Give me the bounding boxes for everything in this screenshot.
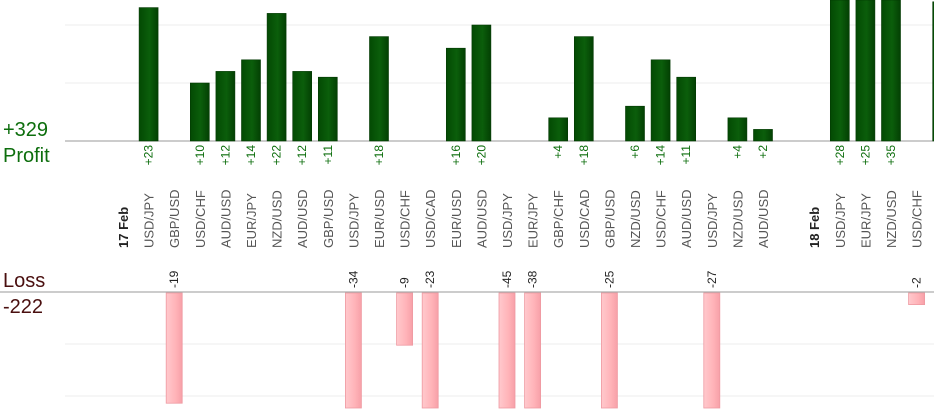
loss-label: Loss (3, 270, 46, 292)
category-label: USD/CHF (910, 190, 925, 248)
loss-value-label: -9 (398, 277, 412, 288)
profit-value-label: +23 (142, 145, 156, 166)
profit-value-label: +12 (218, 145, 232, 166)
profit-value-label: +10 (193, 145, 207, 166)
profit-value-label: +16 (449, 145, 463, 166)
category-label: AUD/USD (218, 189, 233, 248)
loss-value-label: -38 (526, 270, 540, 288)
profit-bar (855, 0, 876, 142)
profit-value-label: +18 (577, 145, 591, 166)
profit-bar (753, 129, 773, 142)
profit-bar (445, 47, 466, 142)
category-label: GBP/USD (167, 189, 182, 248)
category-label: USD/CHF (193, 190, 208, 248)
category-label: USD/CHF (654, 190, 669, 248)
profit-bar (727, 117, 748, 142)
category-label: USD/CAD (423, 189, 438, 248)
profit-bar (369, 36, 389, 142)
profit-bar (471, 24, 492, 142)
axes (0, 140, 934, 293)
profit-label: Profit (3, 145, 50, 167)
profit-bar (829, 0, 850, 142)
profit-value-label: +35 (884, 145, 898, 166)
category-label: EUR/JPY (244, 193, 259, 248)
profit-bar (548, 117, 569, 142)
category-label: USD/CAD (577, 189, 592, 248)
loss-total: -222 (3, 296, 44, 318)
loss-value-label: -34 (346, 270, 360, 288)
loss-value-label: -23 (423, 270, 437, 288)
profit-bar (317, 76, 338, 142)
profit-value-label: +25 (858, 145, 872, 166)
category-label: NZD/USD (884, 190, 899, 248)
category-label: USD/JPY (500, 193, 515, 248)
category-label: AUD/USD (295, 189, 310, 248)
category-label: NZD/USD (270, 190, 285, 248)
profit-bar (190, 82, 210, 142)
profit-value-label: +4 (551, 145, 565, 159)
loss-value-label: -45 (500, 270, 514, 288)
category-label: NZD/USD (730, 190, 745, 248)
profit-value-label: +20 (474, 145, 488, 166)
value-labels: +23 -19 +10 +12 +14 +22 +12 +11 -34 +18 -9 -23 +16 +2… (142, 145, 924, 288)
category-label: GBP/USD (602, 189, 617, 248)
profit-bar (138, 7, 159, 142)
category-label: USD/JPY (142, 193, 157, 248)
category-label: USD/CHF (398, 190, 413, 248)
profit-bar (292, 71, 313, 142)
loss-bar (524, 292, 541, 409)
profit-bar (215, 71, 236, 142)
category-label: USD/JPY (705, 193, 720, 248)
category-label: AUD/USD (679, 189, 694, 248)
category-label: AUD/USD (756, 189, 771, 248)
profit-bar (241, 59, 261, 142)
profit-value-label: +11 (321, 145, 335, 165)
profit-total: +329 (3, 119, 49, 141)
profit-value-label: +2 (756, 145, 770, 159)
category-label: EUR/USD (372, 189, 387, 248)
profit-bar (932, 1, 934, 142)
date-header-label: 17 Feb (116, 207, 131, 248)
date-header-label: 18 Feb (807, 207, 822, 248)
loss-bar (703, 292, 721, 409)
loss-bar (165, 292, 183, 404)
loss-bar (344, 292, 362, 409)
category-label: AUD/USD (474, 189, 489, 248)
profit-value-label: +18 (372, 145, 386, 166)
profit-value-label: +14 (654, 145, 668, 166)
profit-bar (676, 76, 697, 142)
profit-value-label: +12 (295, 145, 309, 166)
category-labels: 17 Feb USD/JPY GBP/USD USD/CHF AUD/USD EUR/JP… (116, 189, 925, 248)
loss-bar (421, 292, 439, 409)
category-label: GBP/CHF (551, 190, 566, 248)
loss-value-label: -27 (705, 270, 719, 288)
bars (138, 0, 934, 409)
profit-value-label: +14 (244, 145, 258, 166)
profit-bar (625, 105, 645, 142)
category-label: EUR/USD (449, 189, 464, 248)
profit-bar (881, 0, 901, 142)
loss-bar (396, 292, 414, 346)
category-label: EUR/JPY (526, 193, 541, 248)
profit-value-label: +6 (628, 145, 642, 159)
profit-value-label: +11 (679, 145, 693, 165)
loss-value-label: -2 (910, 277, 924, 288)
category-label: USD/JPY (833, 193, 848, 248)
profit-bar (266, 13, 287, 142)
category-label: NZD/USD (628, 190, 643, 248)
loss-bar (601, 292, 618, 409)
loss-bar (908, 292, 925, 306)
loss-value-label: -19 (167, 270, 181, 288)
category-label: GBP/USD (321, 189, 336, 248)
profit-bar (650, 59, 671, 142)
profit-value-label: +28 (833, 145, 847, 166)
profit-value-label: +22 (270, 145, 284, 166)
profit-bar (573, 36, 594, 142)
profit-value-label: +4 (730, 145, 744, 159)
category-label: EUR/JPY (858, 193, 873, 248)
category-label: USD/JPY (346, 193, 361, 248)
loss-bar (498, 292, 516, 409)
loss-value-label: -25 (602, 270, 616, 288)
